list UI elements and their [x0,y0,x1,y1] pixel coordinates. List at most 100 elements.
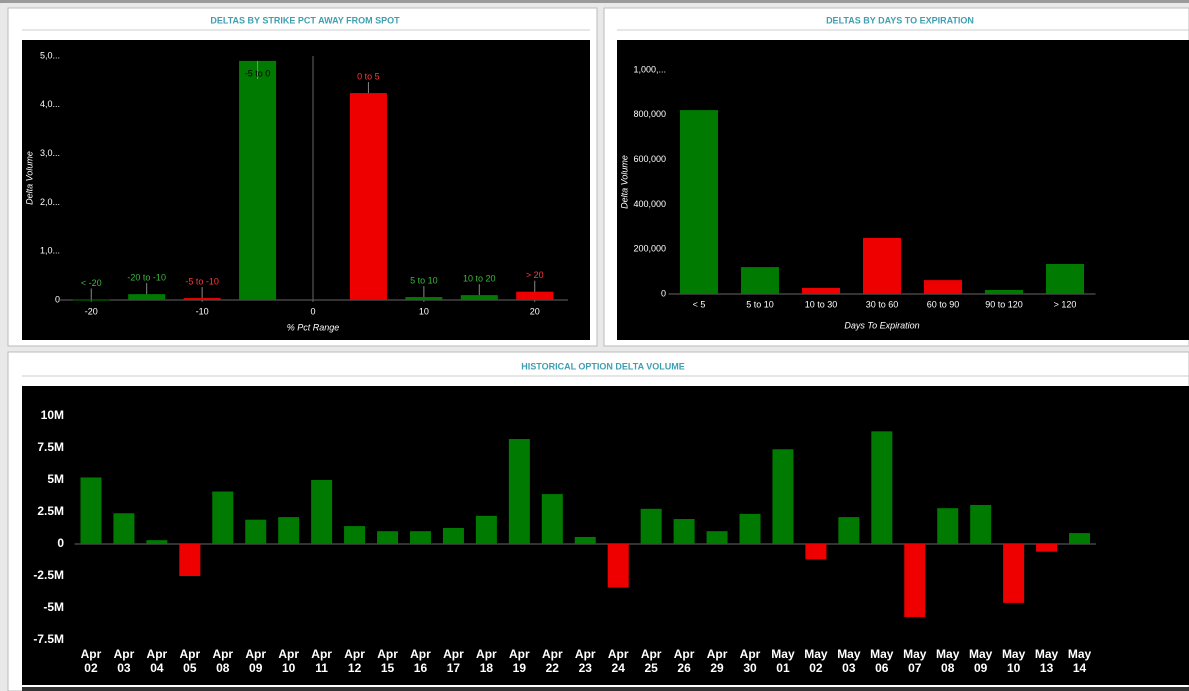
y-tick-label: 3,0... [40,148,60,158]
bar [1069,533,1091,544]
y-tick-label: 800,000 [633,109,666,119]
x-tick-label: 07 [908,661,922,675]
bar [871,431,893,544]
x-tick-label: May [936,647,960,661]
x-tick-label: May [837,647,861,661]
bar [349,93,387,300]
x-tick-label: May [1035,647,1059,661]
data-label: < -20 [81,278,102,288]
top-edge [0,0,1189,3]
bar [680,110,718,294]
x-tick-label: 09 [974,661,988,675]
x-tick-label: 5 to 10 [746,299,774,309]
x-tick-label: 90 to 120 [985,299,1023,309]
x-tick-label: Apr [377,647,398,661]
bar [146,540,168,544]
x-tick-label: May [771,647,795,661]
bar [409,531,431,544]
x-tick-label: 30 [743,661,757,675]
panel-title: DELTAS BY STRIKE PCT AWAY FROM SPOT [210,15,400,25]
x-tick-label: 26 [677,661,691,675]
x-tick-label: 0 [310,306,315,316]
bar [607,544,629,588]
x-tick-label: Apr [245,647,266,661]
bar [1003,544,1025,603]
bar [640,508,662,544]
x-tick-label: 11 [315,661,328,675]
bar [442,528,464,544]
bar [212,491,234,544]
y-tick-label: 1,0... [40,246,60,256]
x-tick-label: -20 [85,306,98,316]
x-tick-label: Apr [410,647,431,661]
x-tick-label: 04 [150,661,164,675]
x-tick-label: 12 [348,661,362,675]
x-tick-label: Apr [641,647,662,661]
x-tick-label: 01 [776,661,790,675]
y-axis-label: Delta Volume [619,155,629,209]
bar [904,544,926,617]
bar [80,477,102,544]
x-tick-label: 10 to 30 [805,299,838,309]
x-tick-label: 15 [381,661,395,675]
x-tick-label: Apr [81,647,102,661]
panel-title: DELTAS BY DAYS TO EXPIRATION [826,15,974,25]
y-tick-label: 7.5M [37,440,64,454]
bar [311,480,333,544]
data-label: 5 to 10 [410,275,438,285]
x-tick-label: May [903,647,927,661]
data-label: 10 to 20 [463,273,496,283]
bar [245,519,267,544]
y-tick-label: 0 [55,294,60,304]
x-tick-label: Apr [147,647,168,661]
x-tick-label: May [804,647,828,661]
data-label: 0 to 5 [357,71,380,81]
y-tick-label: 2.5M [37,504,64,518]
x-tick-label: Apr [476,647,497,661]
data-label: -20 to -10 [127,273,166,283]
bar [377,531,399,544]
x-tick-label: Apr [509,647,530,661]
x-tick-label: 20 [530,306,540,316]
x-tick-label: Apr [311,647,332,661]
x-tick-label: 14 [1073,661,1087,675]
x-tick-label: < 5 [693,299,706,309]
x-tick-label: 02 [84,661,98,675]
bar [516,291,554,300]
x-tick-label: Apr [114,647,135,661]
x-tick-label: 23 [579,661,593,675]
x-tick-label: 22 [546,661,560,675]
bar [970,504,992,544]
bar [924,280,962,294]
x-tick-label: 19 [513,661,527,675]
y-tick-label: 0 [57,536,64,550]
bar [405,297,443,300]
bar [673,519,695,544]
bar [179,544,201,576]
bar [460,295,498,300]
x-tick-label: 29 [710,661,724,675]
x-tick-label: Apr [443,647,464,661]
plot-bg [22,386,1189,685]
bar [741,267,779,294]
bar [574,536,596,544]
bar [508,439,530,544]
x-tick-label: Apr [344,647,365,661]
bar [838,517,860,544]
y-tick-label: 10M [41,408,64,422]
x-tick-label: > 120 [1054,299,1077,309]
x-tick-label: 10 [1007,661,1021,675]
x-tick-label: 03 [842,661,856,675]
x-tick-label: 10 [282,661,296,675]
bar [1036,544,1058,552]
bar [937,508,959,544]
x-tick-label: Apr [542,647,563,661]
bar [239,60,277,300]
bar [278,517,300,544]
x-tick-label: 17 [447,661,461,675]
bar [772,449,794,544]
x-tick-label: Apr [179,647,200,661]
x-tick-label: Apr [608,647,629,661]
bar [183,298,221,300]
data-label: > 20 [526,270,544,280]
